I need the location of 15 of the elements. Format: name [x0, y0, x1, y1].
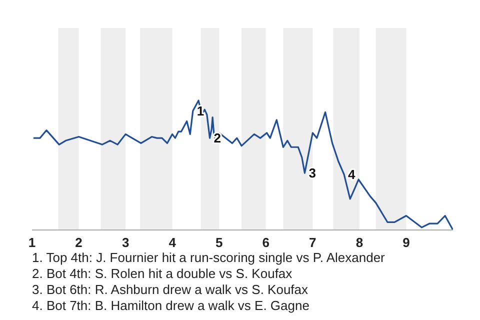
annotation: 3	[308, 166, 316, 181]
text: 1. Top 4th: J. Fournier hit a run-scoring single vs P. Alexander	[32, 250, 386, 266]
x-tick-label: 4	[168, 235, 177, 250]
text: 4. Bot 7th: B. Hamilton drew a walk vs E. Gagne	[32, 298, 310, 314]
x-tick-label: 2	[75, 235, 82, 250]
annotation: 4	[348, 166, 356, 182]
x-tick-label: 5	[215, 235, 223, 250]
text: 2. Bot 4th: S. Rolen hit a double vs S. Koufax	[32, 266, 294, 282]
x-tick-label: 8	[356, 235, 364, 250]
x-tick-label: 6	[262, 235, 270, 250]
x-tick-label: 1	[28, 235, 36, 250]
x-tick-label: 7	[309, 235, 316, 250]
x-tick-label: 9	[402, 235, 410, 250]
x-tick-label: 3	[122, 235, 130, 250]
text: 3. Bot 6th: R. Ashburn drew a walk vs S. Koufax	[32, 282, 310, 298]
